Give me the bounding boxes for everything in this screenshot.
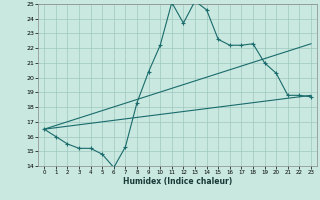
X-axis label: Humidex (Indice chaleur): Humidex (Indice chaleur)	[123, 177, 232, 186]
